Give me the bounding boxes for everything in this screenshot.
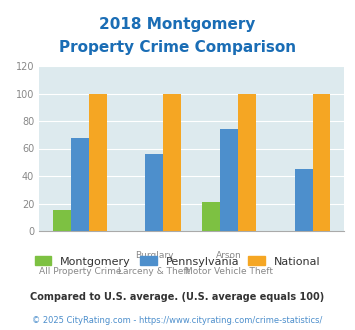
Bar (53, 211, 71, 231)
Bar (295, 169, 312, 231)
Bar (89, 93, 106, 231)
Bar (71, 138, 89, 231)
Bar (163, 93, 181, 231)
Text: © 2025 CityRating.com - https://www.cityrating.com/crime-statistics/: © 2025 CityRating.com - https://www.city… (32, 315, 323, 325)
Bar (202, 202, 220, 231)
Text: Larceny & Theft: Larceny & Theft (118, 267, 191, 276)
Bar (238, 93, 256, 231)
Text: Motor Vehicle Theft: Motor Vehicle Theft (185, 267, 273, 276)
Text: Compared to U.S. average. (U.S. average equals 100): Compared to U.S. average. (U.S. average … (31, 292, 324, 302)
Text: 2018 Montgomery: 2018 Montgomery (99, 16, 256, 31)
Bar (312, 93, 331, 231)
Text: All Property Crime: All Property Crime (39, 267, 121, 276)
Text: Burglary: Burglary (135, 251, 174, 260)
Legend: Montgomery, Pennsylvania, National: Montgomery, Pennsylvania, National (35, 256, 320, 267)
Text: Arson: Arson (216, 251, 242, 260)
Text: Property Crime Comparison: Property Crime Comparison (59, 40, 296, 54)
Bar (146, 154, 163, 231)
Bar (220, 129, 238, 231)
